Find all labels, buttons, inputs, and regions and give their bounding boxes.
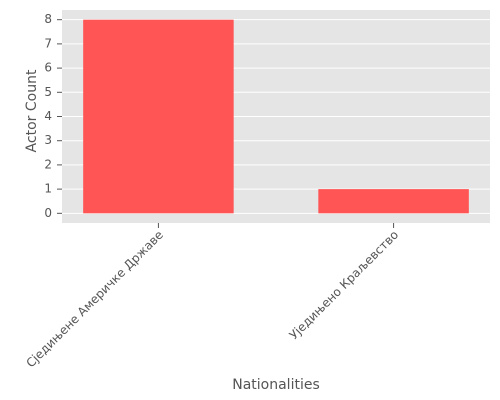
y-tick-label: 2 xyxy=(44,157,52,171)
y-axis-title: Actor Count xyxy=(24,69,40,152)
bar xyxy=(83,19,234,214)
bar xyxy=(318,189,469,214)
y-tick-label: 8 xyxy=(44,12,52,26)
y-tick-label: 3 xyxy=(44,133,52,147)
y-tick-label: 5 xyxy=(44,85,52,99)
x-tick-label: Уједињено Краљевство xyxy=(287,228,402,343)
x-tick-label: Сједињене Америчке Државе xyxy=(23,228,166,371)
y-tick-label: 7 xyxy=(44,36,52,50)
y-tick-label: 4 xyxy=(44,109,52,123)
y-tick-label: 1 xyxy=(44,182,52,196)
y-tick-label: 0 xyxy=(44,206,52,220)
y-tick-label: 6 xyxy=(44,61,52,75)
x-axis-title: Nationalities xyxy=(232,377,320,393)
